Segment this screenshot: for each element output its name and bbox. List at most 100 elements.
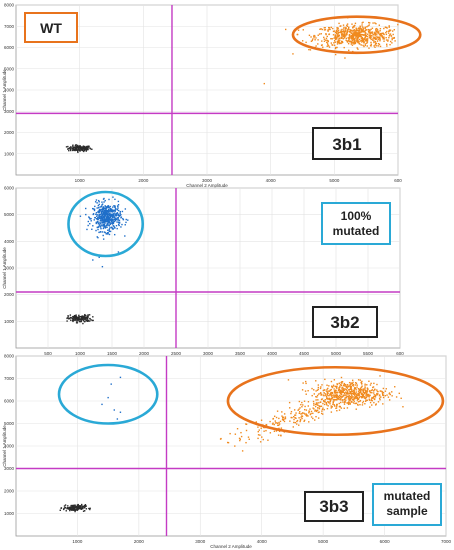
droplet-point [318, 406, 321, 408]
droplet-point [377, 393, 379, 395]
droplet-point [95, 222, 97, 225]
droplet-point [342, 31, 345, 33]
droplet-point [341, 36, 343, 38]
y-tick-label: 6000 [4, 186, 15, 191]
droplet-point [338, 382, 340, 385]
droplet-point [363, 38, 365, 40]
droplet-point [111, 214, 114, 217]
droplet-point [368, 399, 371, 401]
droplet-point [391, 42, 393, 44]
droplet-point [348, 31, 351, 33]
droplet-point [114, 215, 116, 217]
droplet-point [91, 228, 93, 231]
droplet-point [81, 507, 83, 509]
droplet-point [245, 429, 248, 432]
x-tick-label: 1000 [72, 539, 83, 544]
droplet-point [345, 26, 347, 29]
droplet-point [364, 31, 366, 33]
droplet-point [307, 405, 310, 407]
droplet-point [260, 419, 263, 421]
droplet-point [326, 397, 328, 400]
droplet-point [106, 232, 109, 234]
droplet-point [83, 150, 85, 153]
droplet-point [301, 412, 303, 415]
droplet-point [92, 208, 95, 210]
droplet-point [282, 419, 285, 421]
droplet-point [100, 227, 102, 230]
droplet-point [368, 398, 370, 400]
droplet-point [117, 251, 120, 253]
droplet-point [348, 398, 351, 400]
droplet-point [363, 45, 365, 48]
droplet-point [89, 223, 91, 225]
droplet-point [337, 397, 340, 400]
droplet-point [245, 441, 247, 444]
droplet-point [98, 223, 101, 225]
y-tick-label: 4000 [4, 88, 15, 93]
x-tick-label: 500 [44, 351, 52, 356]
droplet-point [340, 42, 342, 44]
droplet-point [385, 388, 387, 390]
droplet-point [101, 204, 103, 206]
droplet-point [109, 209, 111, 211]
droplet-point [339, 392, 342, 395]
droplet-point [361, 33, 364, 36]
droplet-point [373, 382, 375, 385]
droplet-point [101, 265, 104, 268]
droplet-point [376, 45, 378, 47]
droplet-point [97, 199, 100, 202]
droplet-point [79, 320, 81, 323]
droplet-point [322, 413, 324, 415]
droplet-point [81, 318, 84, 320]
droplet-point [334, 35, 336, 37]
droplet-point [359, 379, 362, 381]
droplet-point [320, 44, 323, 47]
droplet-point [102, 220, 105, 222]
droplet-point [357, 398, 359, 401]
droplet-point [351, 33, 354, 36]
droplet-point [103, 231, 106, 233]
droplet-point [338, 391, 340, 394]
droplet-point [301, 40, 304, 42]
droplet-point [335, 36, 337, 38]
droplet-point [358, 41, 360, 43]
droplet-point [101, 221, 104, 224]
droplet-point [74, 315, 76, 317]
droplet-point [331, 406, 333, 408]
droplet-point [96, 207, 98, 209]
droplet-point [338, 398, 340, 401]
droplet-point [356, 31, 358, 33]
droplet-point [386, 45, 388, 47]
droplet-point [376, 29, 379, 31]
droplet-point [355, 40, 358, 42]
droplet-point [332, 385, 334, 388]
droplet-point [345, 37, 347, 40]
x-tick-label: 3000 [203, 351, 214, 356]
droplet-point [343, 389, 345, 392]
droplet-point [114, 205, 116, 207]
droplet-point [395, 396, 398, 398]
droplet-point [100, 210, 102, 213]
droplet-point [79, 505, 82, 507]
droplet-point [309, 49, 312, 51]
droplet-point [100, 211, 103, 214]
droplet-point [338, 22, 340, 25]
droplet-point [351, 394, 353, 397]
droplet-point [374, 41, 377, 43]
droplet-point [347, 398, 350, 400]
droplet-point [331, 392, 334, 395]
droplet-point [260, 427, 262, 429]
droplet-point [381, 35, 383, 38]
droplet-point [330, 397, 333, 400]
droplet-point [350, 37, 352, 39]
droplet-point [64, 504, 67, 506]
droplet-point [111, 215, 113, 217]
droplet-point [294, 421, 297, 424]
droplet-point [356, 403, 359, 406]
droplet-point [95, 212, 98, 214]
droplet-point [350, 32, 353, 34]
droplet-point [351, 40, 354, 42]
droplet-point [369, 34, 371, 37]
droplet-point [88, 145, 90, 148]
droplet-point [321, 28, 323, 31]
